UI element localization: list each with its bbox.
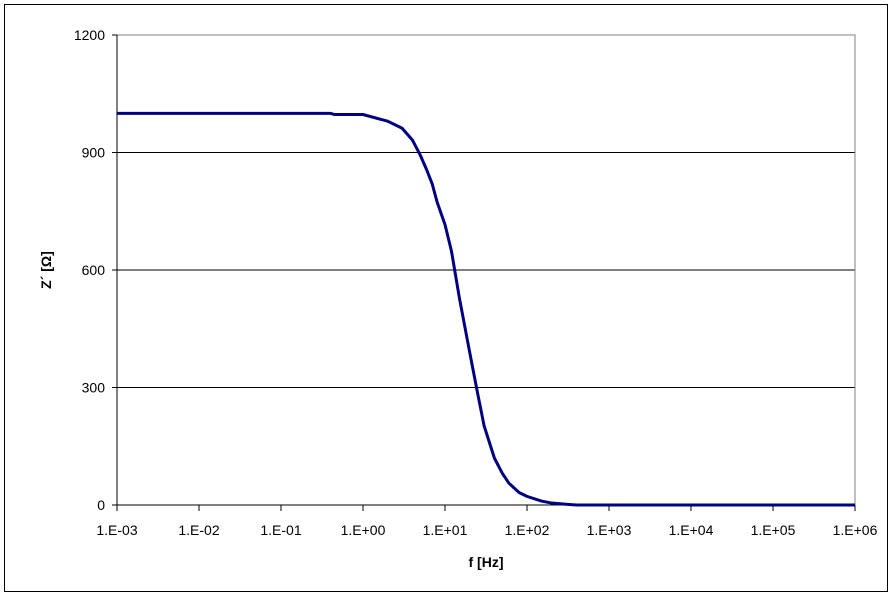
- chart-frame: [4, 4, 888, 592]
- series-line: [117, 111, 855, 507]
- y-tick-label: 300: [82, 380, 106, 396]
- y-axis: 0 300 600 900 1200: [74, 27, 118, 513]
- gridlines: [117, 152, 855, 388]
- x-tick-label: 1.E+02: [505, 522, 550, 538]
- y-tick-label: 900: [82, 145, 106, 161]
- y-tick-label: 1200: [74, 27, 105, 43]
- series-group: [117, 111, 855, 507]
- x-tick-label: 1.E+06: [833, 522, 878, 538]
- y-axis-label: Z´ [Ω]: [38, 251, 54, 289]
- x-tick-label: 1.E+05: [751, 522, 796, 538]
- x-axis: 1.E-03 1.E-02 1.E-01 1.E+00 1.E+01 1.E+02 1.E+…: [96, 504, 878, 538]
- x-tick-label: 1.E+00: [341, 522, 386, 538]
- y-tick-label: 600: [82, 262, 106, 278]
- x-tick-label: 1.E-02: [178, 522, 219, 538]
- y-tick-label: 0: [97, 497, 105, 513]
- x-tick-label: 1.E+01: [423, 522, 468, 538]
- x-tick-label: 1.E+03: [587, 522, 632, 538]
- x-axis-label: f [Hz]: [469, 554, 504, 570]
- x-tick-label: 1.E+04: [669, 522, 714, 538]
- x-tick-label: 1.E-03: [96, 522, 137, 538]
- x-tick-label: 1.E-01: [260, 522, 301, 538]
